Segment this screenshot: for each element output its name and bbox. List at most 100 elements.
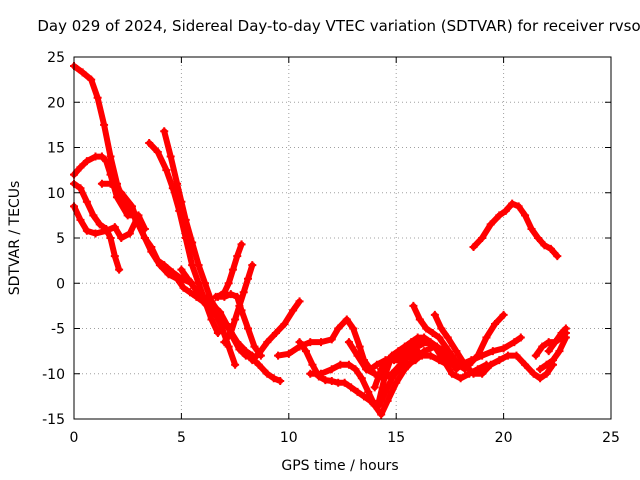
data-point	[220, 338, 229, 347]
data-point	[213, 329, 222, 338]
data-point	[383, 396, 392, 405]
data-point	[308, 360, 317, 369]
data-point	[536, 365, 545, 374]
data-point	[396, 360, 405, 369]
data-point	[353, 351, 362, 360]
data-point	[190, 283, 199, 292]
data-point	[177, 197, 186, 206]
data-point	[177, 265, 186, 274]
data-point	[145, 138, 154, 147]
data-point	[478, 351, 487, 360]
data-point	[289, 306, 298, 315]
data-point	[347, 383, 356, 392]
data-point	[100, 120, 109, 129]
data-point	[344, 360, 353, 369]
y-tick-label: 5	[56, 231, 65, 247]
data-point	[372, 360, 381, 369]
data-point	[426, 338, 435, 347]
data-point	[192, 292, 201, 301]
data-point	[231, 315, 240, 324]
data-point	[491, 319, 500, 328]
data-point	[417, 351, 426, 360]
grid	[74, 57, 611, 419]
data-point	[512, 351, 521, 360]
data-point	[538, 342, 547, 351]
data-point	[106, 152, 115, 161]
data-point	[125, 229, 134, 238]
series-line	[431, 311, 556, 382]
y-tick-label: 10	[47, 186, 65, 202]
data-point	[295, 338, 304, 347]
data-point	[499, 310, 508, 319]
data-point	[209, 301, 218, 310]
data-point	[93, 93, 102, 102]
data-point	[359, 392, 368, 401]
data-point	[409, 301, 418, 310]
data-point	[160, 127, 169, 136]
data-point	[106, 234, 115, 242]
data-point	[510, 338, 519, 347]
data-point	[254, 360, 263, 369]
data-point	[306, 338, 315, 347]
data-point	[551, 338, 560, 347]
data-point	[134, 220, 143, 229]
x-axis-label: GPS time / hours	[281, 458, 398, 474]
data-point	[342, 315, 351, 324]
data-point	[486, 360, 495, 369]
data-point	[276, 376, 285, 385]
data-point	[216, 308, 225, 317]
data-point	[452, 347, 461, 356]
data-point	[117, 188, 126, 197]
data-point	[400, 342, 409, 351]
data-point	[181, 215, 190, 224]
data-point	[201, 279, 210, 288]
data-point	[241, 351, 250, 360]
data-point	[231, 360, 240, 369]
data-point	[222, 319, 231, 328]
data-point	[82, 197, 91, 206]
data-point	[536, 374, 545, 383]
data-point	[428, 329, 437, 338]
data-point	[549, 356, 558, 365]
data-point	[527, 224, 536, 233]
data-point	[540, 241, 549, 250]
data-point	[521, 360, 530, 369]
data-point	[235, 301, 244, 310]
series-line	[98, 180, 196, 287]
x-tick-label: 5	[177, 430, 186, 446]
data-point	[82, 226, 91, 235]
data-point	[194, 261, 203, 270]
data-point	[336, 360, 345, 369]
data-point	[207, 315, 216, 324]
x-tick-label: 25	[602, 430, 620, 446]
y-tick-label: 15	[47, 141, 65, 157]
data-point	[127, 202, 136, 211]
data-point	[488, 347, 497, 356]
data-point	[456, 360, 465, 369]
x-tick-label: 0	[70, 430, 79, 446]
data-point	[344, 338, 353, 347]
data-point	[226, 290, 235, 299]
data-point	[254, 349, 263, 358]
data-point	[430, 310, 439, 319]
data-point	[467, 356, 476, 365]
data-point	[76, 215, 85, 224]
data-point	[478, 369, 487, 378]
series-arc24	[544, 324, 570, 356]
series-arc19	[409, 301, 469, 374]
data-point	[250, 342, 259, 351]
data-point	[166, 152, 175, 161]
data-point	[456, 374, 465, 383]
data-point	[87, 75, 96, 84]
data-point	[392, 378, 401, 387]
data-point	[531, 351, 540, 360]
data-point	[78, 68, 87, 77]
data-point	[521, 211, 530, 220]
data-point	[228, 265, 237, 274]
data-point	[469, 369, 478, 378]
data-point	[370, 401, 379, 410]
data-point	[561, 324, 570, 333]
series-arc12	[248, 297, 304, 365]
data-point	[495, 211, 504, 220]
